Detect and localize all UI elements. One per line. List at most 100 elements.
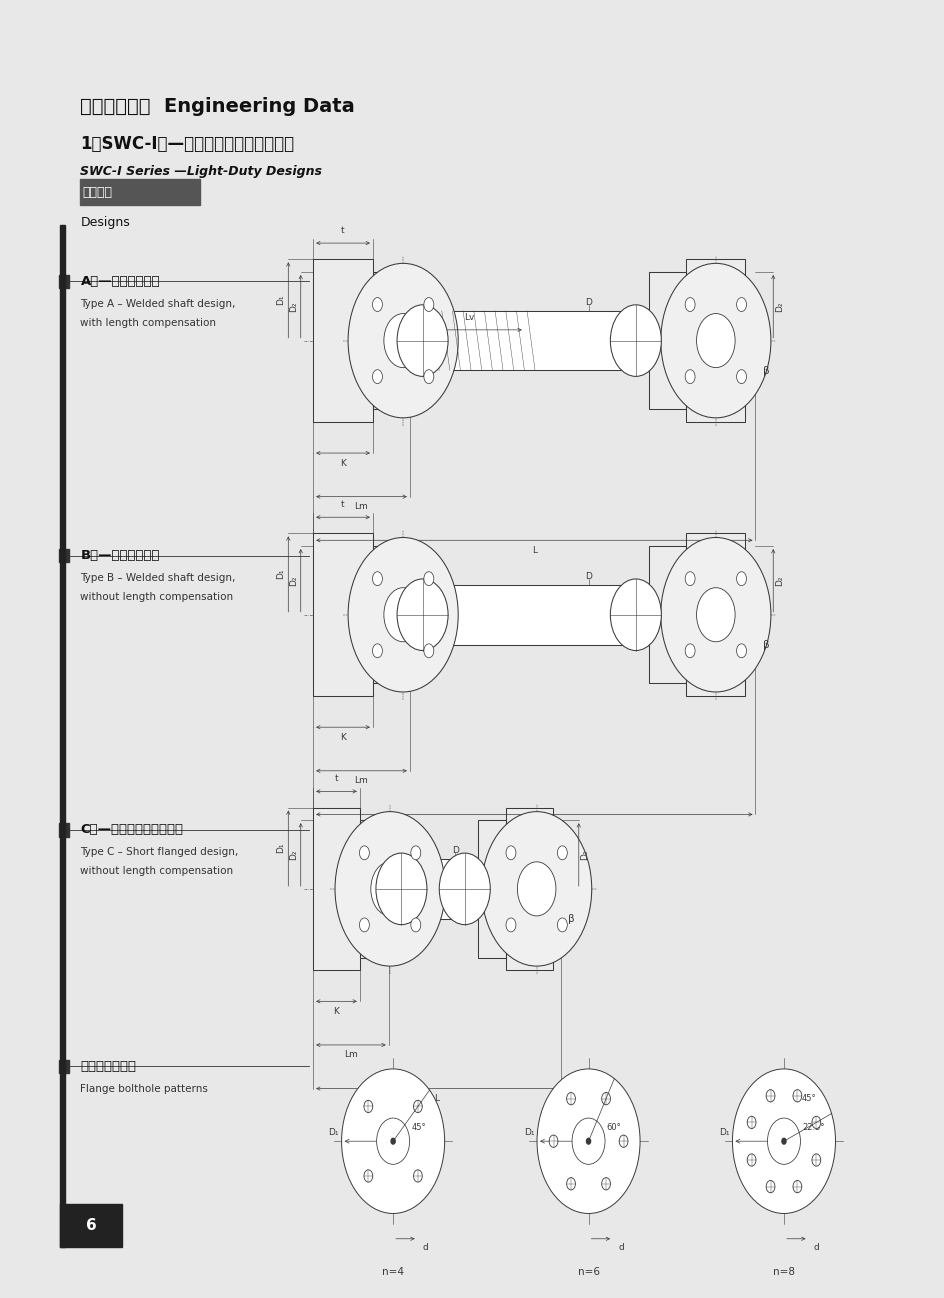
Circle shape (391, 1138, 395, 1144)
Text: t: t (341, 226, 345, 235)
Circle shape (571, 1118, 604, 1164)
Bar (684, 260, 745, 422)
Circle shape (660, 537, 770, 692)
Text: 结构形式: 结构形式 (82, 186, 112, 199)
Text: t: t (334, 775, 338, 784)
Text: Type B – Welded shaft design,: Type B – Welded shaft design, (80, 572, 236, 583)
Circle shape (396, 579, 447, 650)
Circle shape (372, 370, 382, 384)
Bar (745, 314, 754, 367)
Text: D₁: D₁ (718, 1128, 729, 1137)
Text: Lv: Lv (464, 313, 474, 322)
Circle shape (586, 1138, 590, 1144)
Bar (410, 585, 648, 645)
Circle shape (372, 571, 382, 585)
Text: without length compensation: without length compensation (80, 592, 233, 602)
Text: K: K (333, 1007, 339, 1016)
Bar (648, 273, 684, 409)
Circle shape (413, 1101, 422, 1112)
Circle shape (341, 1070, 445, 1214)
Circle shape (767, 1118, 800, 1164)
Circle shape (363, 1101, 372, 1112)
Text: Type C – Short flanged design,: Type C – Short flanged design, (80, 848, 239, 857)
Text: D₂: D₂ (289, 849, 297, 859)
Bar (312, 807, 360, 970)
Circle shape (735, 644, 746, 658)
Circle shape (696, 314, 734, 367)
Text: D: D (585, 297, 592, 306)
Text: t: t (341, 500, 345, 509)
Text: D₂: D₂ (774, 575, 784, 585)
Circle shape (517, 862, 555, 916)
Text: B型—无伸缩焊接型: B型—无伸缩焊接型 (80, 549, 160, 562)
Circle shape (747, 1154, 755, 1166)
Circle shape (735, 370, 746, 384)
Circle shape (696, 588, 734, 641)
Bar (373, 546, 410, 683)
Text: D: D (585, 571, 592, 580)
Circle shape (536, 1070, 639, 1214)
Circle shape (684, 297, 695, 312)
Bar (684, 533, 745, 696)
Bar (410, 310, 648, 370)
Circle shape (359, 846, 369, 859)
Circle shape (383, 588, 422, 641)
Circle shape (481, 811, 591, 966)
Circle shape (439, 853, 490, 924)
Circle shape (370, 862, 409, 916)
Circle shape (411, 918, 420, 932)
Circle shape (732, 1070, 834, 1214)
Bar (477, 820, 506, 958)
Bar (552, 862, 561, 916)
Circle shape (347, 263, 458, 418)
Circle shape (557, 918, 566, 932)
Circle shape (735, 297, 746, 312)
Bar (59, 275, 69, 288)
Bar (59, 1059, 69, 1073)
Circle shape (610, 305, 661, 376)
Text: C型—无伸缩单元结构短型: C型—无伸缩单元结构短型 (80, 823, 183, 836)
Text: 22.5°: 22.5° (801, 1123, 823, 1132)
Circle shape (781, 1138, 785, 1144)
Bar (59, 823, 69, 836)
Circle shape (376, 853, 427, 924)
Text: 60°: 60° (606, 1123, 620, 1132)
Circle shape (396, 305, 447, 376)
Text: Designs: Designs (80, 217, 130, 230)
Text: 三、技术参数  Engineering Data: 三、技术参数 Engineering Data (80, 97, 355, 117)
Circle shape (363, 1169, 372, 1182)
Circle shape (505, 918, 515, 932)
Text: 1、SWC-I型—轻型十字轴式万向联轴器: 1、SWC-I型—轻型十字轴式万向联轴器 (80, 135, 295, 153)
Text: d: d (813, 1242, 818, 1251)
Bar (59, 549, 69, 562)
Text: K: K (340, 458, 346, 467)
Circle shape (792, 1180, 801, 1193)
Bar (360, 820, 388, 958)
Circle shape (411, 846, 420, 859)
Circle shape (383, 314, 422, 367)
Circle shape (811, 1116, 819, 1128)
Text: D₁: D₁ (329, 1128, 339, 1137)
Bar (312, 533, 373, 696)
Circle shape (377, 1118, 409, 1164)
Circle shape (601, 1177, 610, 1190)
Circle shape (735, 571, 746, 585)
Circle shape (424, 644, 433, 658)
Bar (506, 807, 552, 970)
Circle shape (372, 644, 382, 658)
Circle shape (684, 571, 695, 585)
Text: D₂: D₂ (289, 575, 297, 585)
Circle shape (566, 1093, 575, 1105)
Text: without length compensation: without length compensation (80, 866, 233, 876)
Text: D₁: D₁ (276, 569, 284, 579)
Circle shape (660, 263, 770, 418)
Text: β: β (762, 640, 768, 650)
Text: Lm: Lm (354, 502, 368, 511)
Text: 法兰螺栓孔布置: 法兰螺栓孔布置 (80, 1060, 136, 1073)
Bar (60, 1203, 122, 1247)
Text: 6: 6 (86, 1218, 96, 1233)
Circle shape (618, 1134, 628, 1147)
Circle shape (424, 297, 433, 312)
Text: d: d (423, 1242, 429, 1251)
Circle shape (684, 644, 695, 658)
